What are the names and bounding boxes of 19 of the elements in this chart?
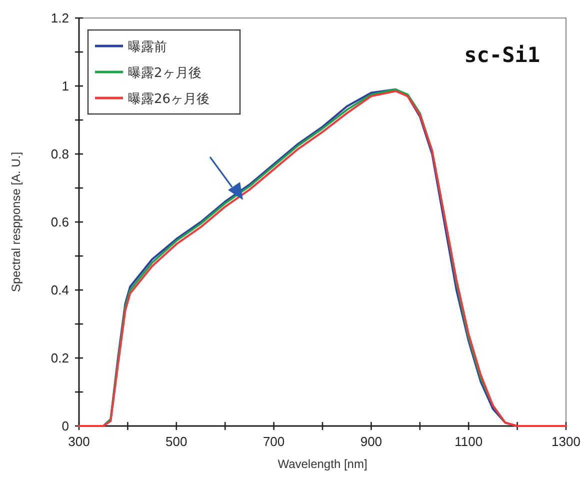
x-tick-label: 1100	[454, 434, 483, 449]
y-tick-label: 0.2	[50, 350, 69, 366]
y-tick-label: 1.2	[50, 10, 69, 26]
x-tick-label: 500	[166, 434, 188, 449]
x-tick-label: 300	[68, 434, 90, 449]
y-tick-label: 0.8	[50, 146, 69, 162]
x-tick-label: 1300	[552, 434, 580, 449]
y-axis-title: Spectral respponse [A. U.]	[9, 152, 23, 292]
legend-label: 曝露2ヶ月後	[128, 66, 202, 81]
legend-label: 曝露26ヶ月後	[128, 92, 210, 107]
y-tick-label: 1	[62, 78, 69, 94]
x-tick-label: 700	[262, 434, 285, 449]
y-tick-label: 0.4	[50, 282, 69, 298]
x-axis-title: Wavelength [nm]	[278, 457, 368, 471]
y-tick-label: 0.6	[50, 214, 69, 230]
annotation: sc-Si1	[464, 43, 540, 67]
y-tick-label: 0	[62, 418, 69, 434]
x-tick-label: 900	[360, 434, 382, 449]
legend-label: 曝露前	[128, 40, 167, 55]
